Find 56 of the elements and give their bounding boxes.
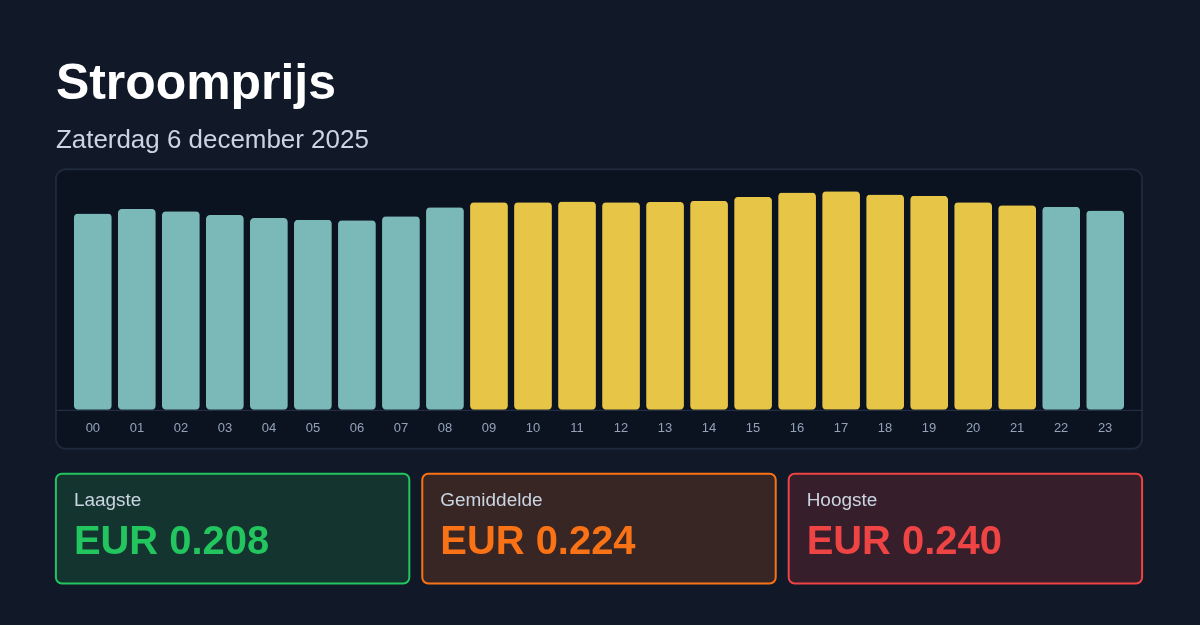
chart-title: Stroomprijs [55, 54, 336, 111]
x-tick-label: 03 [217, 420, 233, 436]
x-tick-label: 00 [85, 420, 101, 436]
x-tick-label: 21 [1009, 420, 1025, 436]
text: EUR 0.224 [440, 517, 636, 562]
x-tick-label: 06 [349, 420, 365, 436]
x-tick-label: 23 [1097, 420, 1113, 436]
x-tick-label: 10 [525, 420, 541, 436]
x-tick-label: 20 [965, 420, 981, 436]
x-tick-label: 11 [570, 420, 584, 436]
x-tick-label: 08 [437, 420, 453, 436]
bar [1086, 210, 1125, 410]
x-tick-label: 15 [745, 420, 761, 436]
x-tick-label: 07 [393, 420, 409, 436]
bar [426, 207, 464, 410]
x-tick-label: 02 [173, 420, 189, 436]
x-tick-label: 05 [305, 420, 321, 436]
x-tick-label: 19 [921, 420, 937, 436]
x-tick-label: 17 [833, 420, 849, 436]
text: Hoogste [806, 488, 878, 510]
bar [338, 220, 376, 410]
bar [514, 202, 552, 410]
bar [73, 213, 112, 410]
x-tick-label: 01 [129, 420, 145, 436]
x-tick-label: 14 [701, 420, 717, 436]
bar [161, 211, 200, 410]
bar [778, 192, 816, 410]
bar [998, 205, 1037, 410]
bar [558, 201, 596, 410]
bar [294, 219, 332, 410]
bar [250, 218, 288, 410]
bar [690, 200, 728, 410]
bar [866, 194, 904, 410]
x-tick-label: 18 [877, 420, 893, 436]
x-tick-label: 04 [261, 420, 277, 436]
x-tick-label: 13 [657, 420, 673, 436]
text: Laagste [73, 488, 142, 510]
x-tick-label: 16 [789, 420, 805, 436]
bar [646, 201, 684, 410]
bar [382, 216, 420, 410]
bar [954, 202, 993, 410]
text: Gemiddelde [440, 488, 543, 510]
chart-subtitle: Zaterdag 6 december 2025 [55, 125, 369, 154]
x-tick-label: 09 [481, 420, 497, 436]
text: EUR 0.240 [806, 517, 1002, 562]
x-tick-label: 22 [1053, 420, 1069, 436]
bar [117, 208, 156, 410]
bar [822, 191, 860, 410]
bar [1042, 206, 1081, 410]
text: EUR 0.208 [73, 517, 270, 562]
bar [470, 202, 508, 410]
x-tick-label: 12 [613, 420, 629, 436]
bar [205, 215, 244, 410]
bar [910, 195, 949, 410]
bar [602, 202, 640, 410]
bar [734, 196, 772, 410]
